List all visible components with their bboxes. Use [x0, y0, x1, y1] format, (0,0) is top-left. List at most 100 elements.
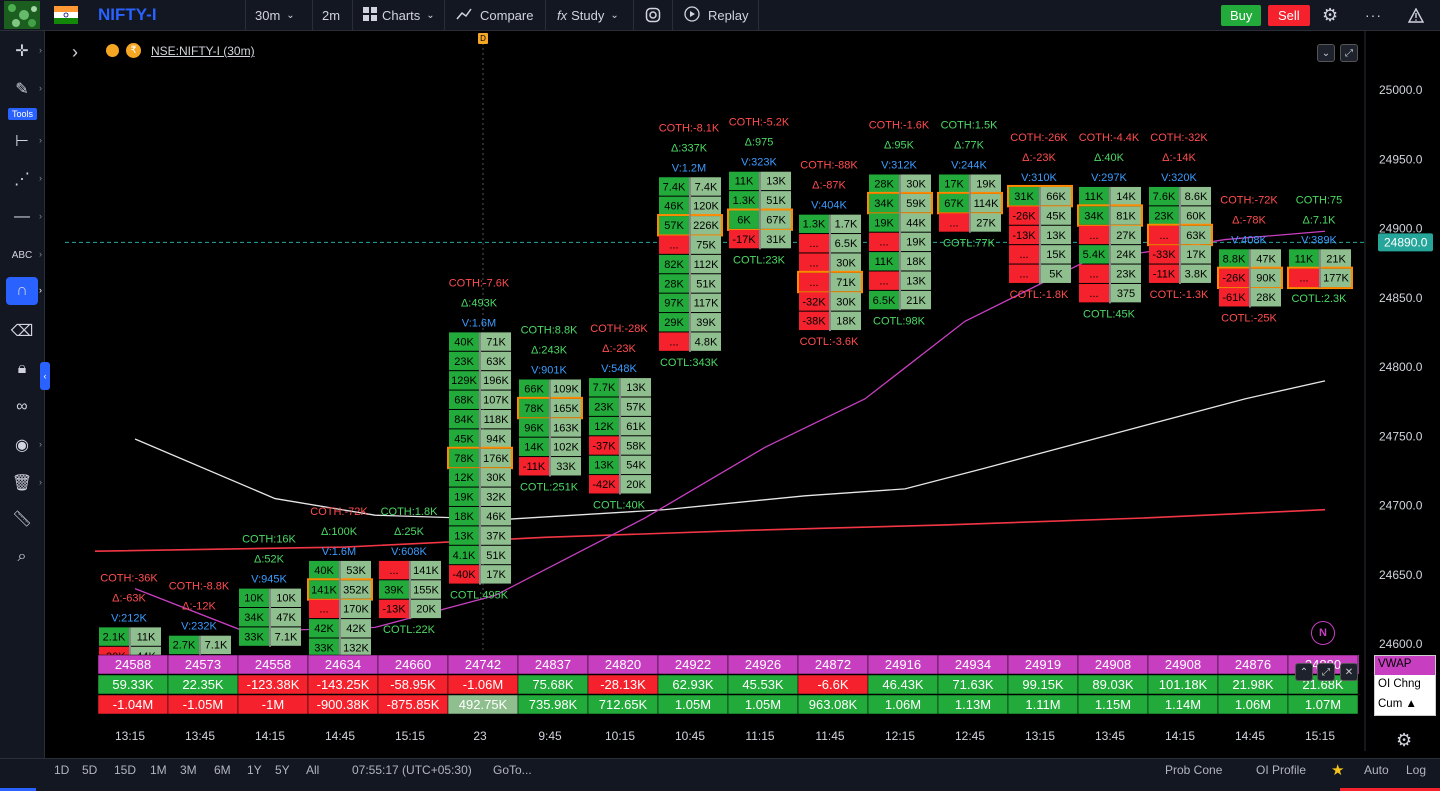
compare-button[interactable]: Compare: [456, 0, 533, 30]
footprint-cell-value: 3.8K: [1185, 269, 1208, 281]
footprint-cell-value: 32K: [486, 492, 506, 504]
news-badge[interactable]: N: [1311, 621, 1335, 645]
magnet-icon[interactable]: ∩ ›: [6, 277, 42, 305]
buy-button[interactable]: Buy: [1221, 4, 1262, 26]
goto-button[interactable]: GoTo...: [493, 763, 532, 777]
alert-warning-icon[interactable]: [1408, 0, 1424, 30]
oi-profile-button[interactable]: OI Profile: [1256, 763, 1307, 777]
study-dropdown[interactable]: fx Study ⌄: [557, 0, 619, 30]
sell-button[interactable]: Sell: [1268, 4, 1310, 26]
axis-settings-gear-icon[interactable]: ⚙: [1396, 730, 1413, 750]
table-cell-value: -123.38K: [247, 677, 300, 692]
pane-collapse-icon[interactable]: ⌄: [1317, 44, 1335, 62]
footprint-cell-value: 5.4K: [1083, 249, 1106, 261]
footprint-cell: [799, 234, 829, 253]
footprint-cell: [901, 232, 931, 252]
footprint-cell-value: 13K: [594, 460, 614, 472]
horizontal-line-icon[interactable]: — ›: [14, 208, 42, 225]
symbol-search[interactable]: NIFTY-I: [98, 5, 157, 24]
range-button-6m[interactable]: 6M: [214, 763, 231, 777]
log-scale-button[interactable]: Log: [1406, 763, 1427, 777]
pane-close-icon[interactable]: ✕: [1340, 663, 1358, 681]
range-button-1d[interactable]: 1D: [54, 763, 70, 777]
zoom-icon[interactable]: ⌕: [17, 548, 27, 565]
settings-gear-icon[interactable]: ⚙: [1322, 4, 1339, 25]
footprint-cell-value: 30K: [836, 296, 856, 308]
indicator-labels: VWAP OI Chng Cum ▲: [1374, 655, 1436, 716]
footprint-cell-value: 46K: [664, 201, 684, 213]
footprint-cell-value: ...: [389, 565, 398, 577]
table-cell-value: 24919: [1025, 657, 1061, 672]
footprint-cell-value: 30K: [906, 178, 926, 190]
delta-label: Δ:25K: [394, 526, 425, 538]
volume-label: V:323K: [741, 157, 777, 169]
instagram-icon[interactable]: [645, 0, 661, 30]
more-options-icon[interactable]: ···: [1365, 7, 1382, 23]
table-cell-value: 712.65K: [599, 697, 648, 712]
ruler-icon[interactable]: 📏︎: [11, 511, 33, 528]
sub-interval-button[interactable]: 2m: [322, 7, 341, 23]
footprint-cell: [449, 526, 479, 545]
table-cell-value: 21.98K: [1232, 677, 1274, 692]
range-button-15d[interactable]: 15D: [114, 763, 137, 777]
dividend-marker[interactable]: D: [478, 33, 488, 44]
pane-expand-icon[interactable]: ⤢: [1317, 663, 1335, 681]
range-button-5y[interactable]: 5Y: [275, 763, 290, 777]
cum-label[interactable]: Cum ▲: [1378, 698, 1417, 710]
range-button-all[interactable]: All: [306, 763, 320, 777]
prob-cone-button[interactable]: Prob Cone: [1165, 763, 1223, 777]
footprint-cell: [449, 565, 479, 584]
pane-maximize-icon[interactable]: ⤢: [1340, 44, 1358, 62]
footprint-cell-value: 14K: [1116, 191, 1136, 203]
footprint-cell-value: ...: [669, 336, 678, 348]
table-cell-value: -6.6K: [817, 677, 848, 692]
footprint-cell-value: 57K: [664, 220, 684, 232]
footprint-cell: [1079, 245, 1109, 264]
lock-icon[interactable]: 🔒︎: [17, 360, 27, 377]
footprint-cell: [379, 599, 409, 619]
expand-legend-icon[interactable]: ›: [72, 42, 78, 62]
replay-button[interactable]: Replay: [684, 0, 748, 30]
favorite-star-icon[interactable]: ★: [1331, 762, 1345, 779]
footprint-cell-value: 67K: [944, 198, 964, 210]
footprint-cell-value: -13K: [382, 604, 406, 616]
footprint-cell: [411, 560, 441, 580]
footprint-cell-value: 20K: [626, 479, 646, 491]
charts-dropdown[interactable]: Charts ⌄: [362, 0, 435, 30]
footprint-cell: [729, 171, 759, 191]
range-button-1m[interactable]: 1M: [150, 763, 167, 777]
crosshair-icon[interactable]: ✛ ›: [15, 43, 42, 60]
footprint-cell-value: ...: [1089, 269, 1098, 281]
footprint-cell-value: 27K: [1116, 230, 1136, 242]
range-button-5d[interactable]: 5D: [82, 763, 98, 777]
cotl-label: COTL:-25K: [1221, 312, 1277, 324]
delta-label: Δ:-23K: [602, 343, 636, 355]
eye-icon[interactable]: ◉ ›: [15, 437, 42, 454]
footprint-cell: [869, 232, 899, 252]
table-cell-value: 1.07M: [1305, 697, 1341, 712]
pencil-icon[interactable]: ✎ ›: [15, 81, 42, 98]
collapse-left-panel-icon[interactable]: ‹: [40, 362, 50, 390]
footprint-chart[interactable]: 2.1K11K-30K44K2.7K7.1K10K10K34K47K33K7.1…: [45, 31, 1440, 758]
link-icon[interactable]: ∞: [16, 398, 28, 415]
footprint-cell: [551, 379, 581, 398]
app-logo-icon[interactable]: [4, 0, 40, 30]
delta-label: Δ:-63K: [112, 592, 146, 604]
eraser-icon[interactable]: ⌫: [10, 323, 34, 340]
footprint-cell-value: 196K: [483, 375, 509, 387]
text-tool-icon[interactable]: ABC ›: [11, 249, 42, 261]
line-tool-icon[interactable]: ⊢ ›: [15, 133, 42, 150]
footprint-cell-value: ...: [809, 277, 818, 289]
range-button-1y[interactable]: 1Y: [247, 763, 262, 777]
pane-up-icon[interactable]: ⌃: [1295, 663, 1313, 681]
interval-dropdown[interactable]: 30m ⌄: [255, 0, 295, 30]
table-cell-value: 22.35K: [182, 677, 224, 692]
pattern-icon[interactable]: ⋰ ›: [14, 171, 42, 188]
symbol-legend[interactable]: NSE:NIFTY-I (30m): [151, 44, 255, 58]
auto-scale-button[interactable]: Auto: [1364, 763, 1389, 777]
footprint-cell: [1181, 186, 1211, 206]
trash-icon[interactable]: 🗑︎ ›: [11, 475, 42, 492]
footprint-cell-value: 19K: [906, 237, 926, 249]
range-button-3m[interactable]: 3M: [180, 763, 197, 777]
footprint-cell: [1149, 264, 1179, 283]
